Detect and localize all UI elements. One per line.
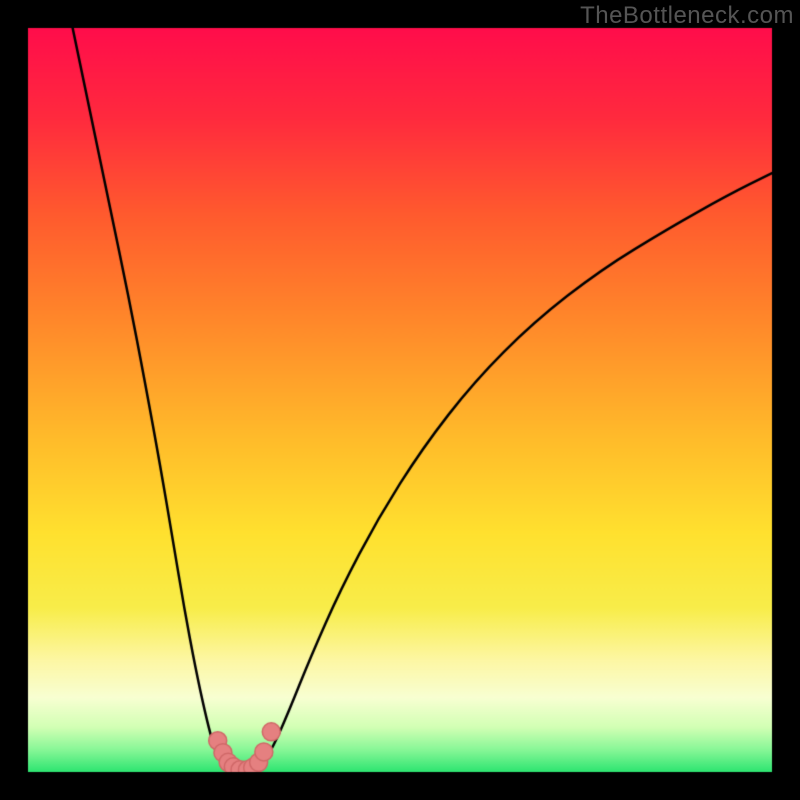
plot-canvas [0, 0, 800, 800]
chart-frame: TheBottleneck.com [0, 0, 800, 800]
